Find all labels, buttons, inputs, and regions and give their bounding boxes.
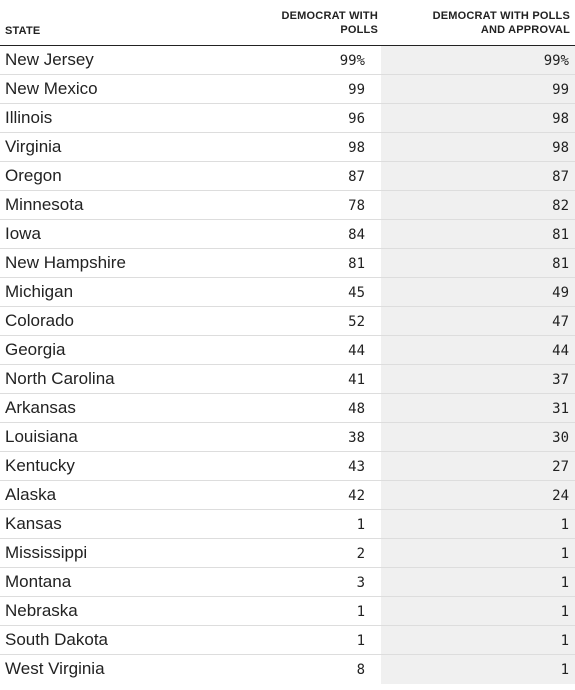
democrat-with-polls-and-approval-value: 30 [552,430,569,446]
democrat-with-polls-value: 1 [356,604,365,620]
democrat-with-polls-value: 38 [348,430,365,446]
header-polls-approval-line2: AND APPROVAL [480,24,570,36]
state-name: New Jersey [5,50,94,69]
democrat-with-polls-and-approval-value: 1 [560,662,569,678]
state-name: Mississippi [5,543,88,562]
table-row: Iowa 84 81 [0,220,575,249]
table-row: New Jersey 99% 99% [0,46,575,75]
democrat-with-polls-and-approval-value: 82 [552,198,569,214]
table-row: Nebraska 1 1 [0,597,575,626]
democrat-with-polls-value: 1 [356,517,365,533]
table-row: Colorado 52 47 [0,307,575,336]
header-democrat-with-polls-and-approval: DEMOCRAT WITH POLLS AND APPROVAL [390,9,570,37]
democrat-with-polls-and-approval-value: 98 [552,111,569,127]
democrat-with-polls-value: 41 [348,372,365,388]
state-name: Montana [5,572,72,591]
state-name: Virginia [5,137,62,156]
democrat-with-polls-and-approval-value: 99% [543,53,569,69]
democrat-with-polls-value: 48 [348,401,365,417]
democrat-with-polls-value: 84 [348,227,365,243]
state-name: Kentucky [5,456,75,475]
state-name: Iowa [5,224,41,243]
democrat-with-polls-and-approval-value: 1 [560,633,569,649]
highlighted-column-background [381,46,575,684]
table-row: Arkansas 48 31 [0,394,575,423]
header-democrat-with-polls-line2: POLLS [340,24,378,36]
state-name: Minnesota [5,195,84,214]
democrat-with-polls-and-approval-value: 1 [560,575,569,591]
table-row: Oregon 87 87 [0,162,575,191]
democrat-with-polls-value: 81 [348,256,365,272]
democrat-with-polls-value: 52 [348,314,365,330]
state-name: Arkansas [5,398,76,417]
democrat-with-polls-and-approval-value: 1 [560,517,569,533]
democrat-with-polls-and-approval-value: 49 [552,285,569,301]
democrat-with-polls-and-approval-value: 31 [552,401,569,417]
democrat-with-polls-and-approval-value: 99 [552,82,569,98]
table-body: New Jersey 99% 99% New Mexico 99 99 Illinois 96… [0,46,575,684]
state-name: Nebraska [5,601,78,620]
democrat-with-polls-and-approval-value: 47 [552,314,569,330]
table-header: STATE DEMOCRAT WITH POLLS DEMOCRAT WITH … [0,0,575,46]
state-name: Louisiana [5,427,78,446]
democrat-with-polls-value: 98 [348,140,365,156]
state-name: Michigan [5,282,74,301]
table-row: Kansas 1 1 [0,510,575,539]
table-row: Minnesota 78 82 [0,191,575,220]
table-row: South Dakota 1 1 [0,626,575,655]
state-name: Georgia [5,340,66,359]
table-row: Montana 3 1 [0,568,575,597]
table-row: Kentucky 43 27 [0,452,575,481]
democrat-with-polls-and-approval-value: 44 [552,343,569,359]
header-polls-approval-line1: DEMOCRAT WITH POLLS [432,10,570,22]
table-row: Louisiana 38 30 [0,423,575,452]
democrat-with-polls-and-approval-value: 24 [552,488,569,504]
state-name: Colorado [5,311,74,330]
table-row: North Carolina 41 37 [0,365,575,394]
header-state: STATE [5,25,41,37]
democrat-with-polls-and-approval-value: 1 [560,604,569,620]
state-name: Alaska [5,485,57,504]
democrat-with-polls-and-approval-value: 1 [560,546,569,562]
state-name: Kansas [5,514,62,533]
democrat-with-polls-and-approval-value: 87 [552,169,569,185]
table-row: New Hampshire 81 81 [0,249,575,278]
state-name: West Virginia [5,659,105,678]
state-name: South Dakota [5,630,109,649]
table-row: Michigan 45 49 [0,278,575,307]
democrat-with-polls-value: 1 [356,633,365,649]
state-name: Illinois [5,108,53,127]
democrat-with-polls-value: 45 [348,285,365,301]
democrat-with-polls-value: 78 [348,198,365,214]
democrat-with-polls-value: 99 [348,82,365,98]
democrat-with-polls-value: 43 [348,459,365,475]
table-row: Georgia 44 44 [0,336,575,365]
democrat-with-polls-value: 2 [356,546,365,562]
state-name: New Hampshire [5,253,126,272]
democrat-with-polls-value: 8 [356,662,365,678]
table-row: West Virginia 8 1 [0,655,575,684]
democrat-with-polls-value: 44 [348,343,365,359]
democrat-with-polls-and-approval-value: 98 [552,140,569,156]
state-name: Oregon [5,166,62,185]
democrat-with-polls-and-approval-value: 27 [552,459,569,475]
table-row: Alaska 42 24 [0,481,575,510]
table-row: Virginia 98 98 [0,133,575,162]
democrat-with-polls-value: 87 [348,169,365,185]
table-row: Illinois 96 98 [0,104,575,133]
democrat-with-polls-and-approval-value: 81 [552,227,569,243]
state-name: North Carolina [5,369,115,388]
header-democrat-with-polls-line1: DEMOCRAT WITH [281,10,378,22]
table-row: New Mexico 99 99 [0,75,575,104]
democrat-with-polls-value: 3 [356,575,365,591]
democrat-with-polls-and-approval-value: 81 [552,256,569,272]
state-name: New Mexico [5,79,98,98]
table-row: Mississippi 2 1 [0,539,575,568]
democrat-with-polls-value: 42 [348,488,365,504]
header-democrat-with-polls: DEMOCRAT WITH POLLS [228,9,378,37]
democrat-with-polls-value: 96 [348,111,365,127]
democrat-with-polls-value: 99% [339,53,365,69]
democrat-with-polls-and-approval-value: 37 [552,372,569,388]
